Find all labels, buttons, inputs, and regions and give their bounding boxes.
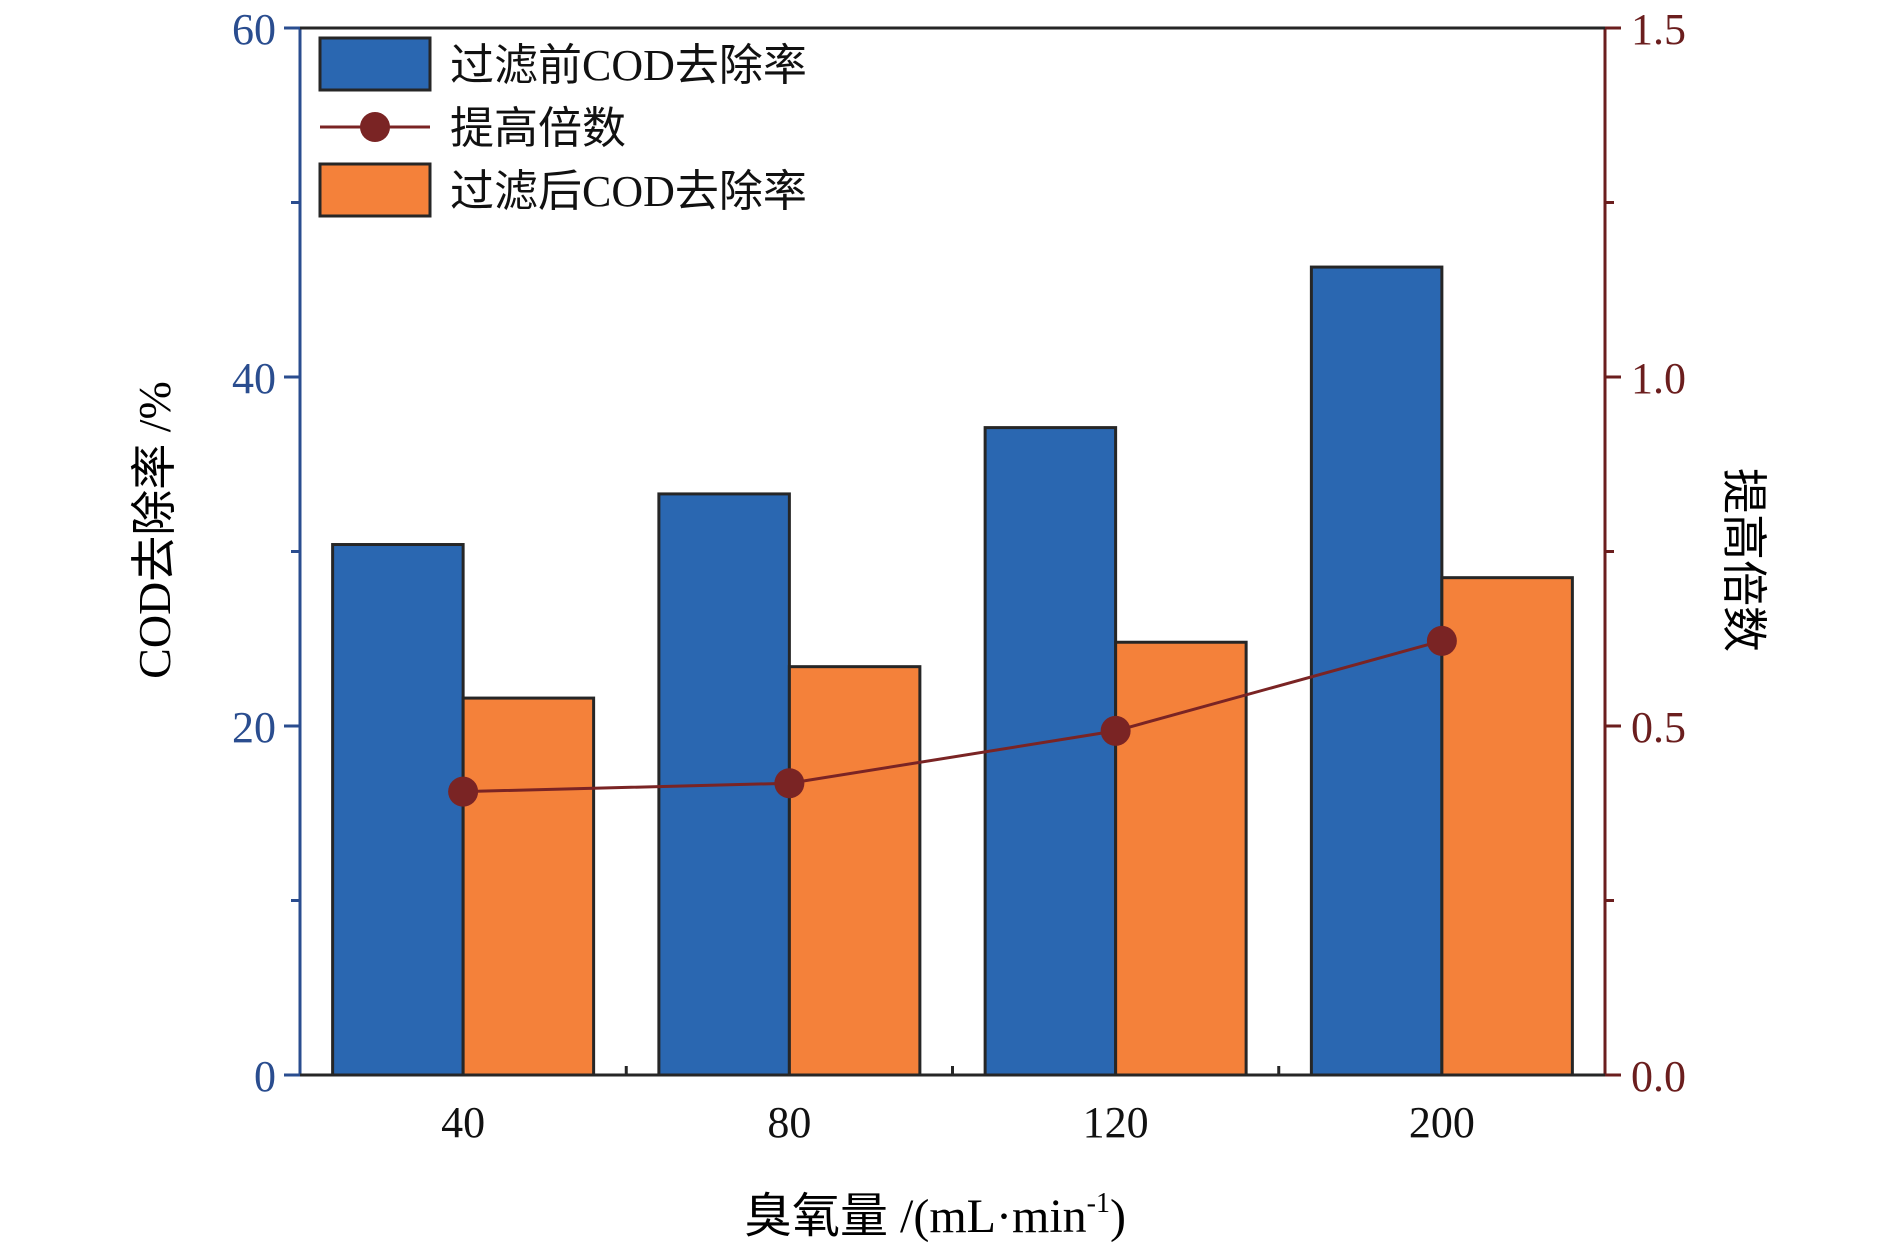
x-axis-label: 臭氧量 /(mL·min-1) [744,1188,1126,1243]
x-tick-label: 200 [1409,1098,1475,1147]
x-axis-label-sup: -1 [1087,1188,1110,1219]
x-axis-label-main: 臭氧量 /(mL·min [744,1190,1087,1243]
point-improvement-80 [774,768,805,799]
bar-after-200 [1440,576,1574,1077]
legend-swatch-after [318,162,432,218]
bar-after-40 [461,696,596,1077]
point-improvement-200 [1426,625,1457,656]
point-improvement-40 [448,776,479,807]
y-tick-label: 40 [232,354,276,403]
y2-axis-label: 提高倍数 [1718,468,1769,652]
line-improvement-factor [463,639,1443,794]
x-tick-label: 40 [441,1098,485,1147]
y-tick-label: 0 [254,1052,276,1101]
bar-before-120 [983,426,1118,1077]
y-tick-label: 60 [232,5,276,54]
bar-after-120 [1114,640,1248,1077]
legend-marker-improvement [360,112,390,142]
y2-tick-label: 1.0 [1631,354,1686,403]
x-tick-label: 80 [767,1098,811,1147]
line-layer [448,625,1457,807]
x-tick-label: 120 [1083,1098,1149,1147]
legend-swatch-before [318,36,432,92]
x-axis-label-close: ) [1110,1190,1126,1243]
bar-before-40 [331,543,465,1077]
legend-label: 提高倍数 [450,104,626,153]
y2-tick-label: 0.5 [1631,703,1686,752]
y-tick-label: 20 [232,703,276,752]
y2-tick-label: 1.5 [1631,5,1686,54]
bars-layer [331,265,1574,1077]
legend-label: 过滤后COD去除率 [450,167,807,216]
bar-after-80 [787,665,922,1077]
ticks-layer: 0 20 40 60 0.0 0.5 1.0 1.5 40 80 120 200 [232,5,1686,1147]
point-improvement-120 [1100,715,1131,746]
legend-label: 过滤前COD去除率 [450,41,807,90]
y-axis-label: COD去除率 /% [129,381,180,679]
y2-tick-label: 0.0 [1631,1052,1686,1101]
